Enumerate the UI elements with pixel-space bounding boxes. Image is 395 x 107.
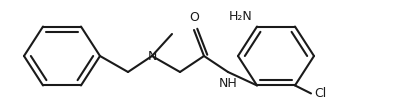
Text: NH: NH	[218, 77, 237, 90]
Text: O: O	[189, 11, 199, 24]
Text: Cl: Cl	[314, 87, 326, 100]
Text: H₂N: H₂N	[229, 10, 253, 23]
Text: N: N	[147, 50, 157, 62]
